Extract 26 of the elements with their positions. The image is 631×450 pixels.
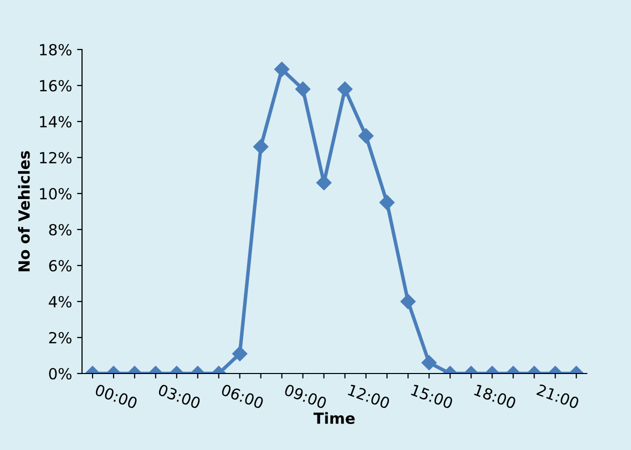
y-axis-title: No of Vehicles <box>18 151 30 272</box>
y-tick-label: 6% <box>49 260 72 272</box>
x-tick-label: 15:00 <box>410 384 454 410</box>
point <box>358 128 374 144</box>
x-tick-label: 03:00 <box>158 384 202 410</box>
y-tick-label: 18% <box>40 44 72 56</box>
point <box>253 139 268 154</box>
x-tick-label: 00:00 <box>94 384 138 410</box>
y-tick-label: 8% <box>49 224 72 236</box>
x-tick-label: 18:00 <box>474 384 517 410</box>
x-tick-label: 06:00 <box>220 384 264 410</box>
y-tick-label: 16% <box>40 80 72 92</box>
x-tick-label: 21:00 <box>536 384 580 410</box>
y-tick-label: 10% <box>40 188 72 200</box>
point <box>274 62 290 77</box>
y-tick-label: 0% <box>49 368 72 380</box>
point <box>295 82 310 97</box>
x-axis-title: Time <box>314 412 355 424</box>
x-tick-label: 12:00 <box>348 384 390 410</box>
y-tick-label: 14% <box>40 116 72 128</box>
y-tick-label: 4% <box>48 296 72 308</box>
point <box>379 194 395 210</box>
y-tick-label: 12% <box>40 152 72 164</box>
point <box>337 82 353 97</box>
x-tick-label: 09:00 <box>284 384 328 410</box>
y-tick-label: 2% <box>49 332 72 344</box>
